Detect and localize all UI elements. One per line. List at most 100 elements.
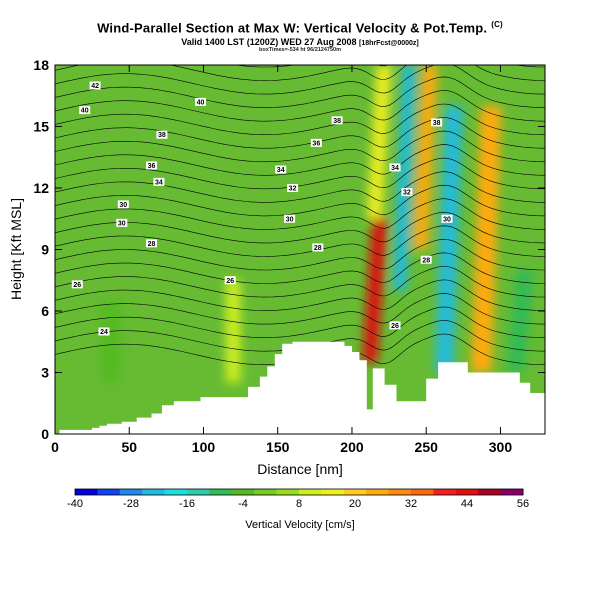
contour-label: 32 [401, 188, 413, 197]
contour-label: 26 [71, 280, 83, 289]
contour-label-bg [287, 184, 299, 192]
contour-label-text: 30 [118, 220, 126, 227]
colorbar-tick-label: 20 [349, 498, 361, 510]
y-tick-label: 6 [41, 303, 49, 319]
y-tick-label: 18 [33, 57, 49, 73]
contour-label-bg [117, 200, 129, 209]
contour-label-text: 26 [73, 282, 81, 289]
colorbar-swatch [321, 489, 345, 495]
contour-label-text: 28 [314, 245, 322, 252]
chart-title: Wind-Parallel Section at Max W: Vertical… [0, 20, 600, 35]
contour-label-text: 40 [197, 99, 205, 106]
theta-contour-line [55, 130, 545, 163]
contour-label: 38 [156, 130, 168, 139]
velocity-feature [225, 280, 241, 383]
contour-label: 34 [275, 165, 287, 174]
title-mark: (C) [491, 20, 503, 29]
contour-label-text: 28 [148, 241, 156, 248]
contour-label-bg [275, 165, 287, 174]
theta-contour-line [55, 157, 545, 190]
theta-contour-line [55, 225, 545, 257]
theta-contour-line [55, 306, 545, 338]
contour-label: 36 [146, 161, 158, 170]
velocity-field [55, 65, 545, 434]
contour-label-bg [224, 276, 236, 285]
colorbar-tick-label: -4 [238, 498, 248, 510]
contour-label-text: 30 [119, 202, 127, 209]
contour-label-text: 28 [422, 257, 430, 264]
y-tick-label: 9 [41, 242, 49, 258]
contour-label: 38 [331, 116, 343, 125]
contour-label: 26 [224, 276, 236, 285]
chart-id-line: boxTimes=-534 ht 96/2124750m [259, 47, 341, 53]
contour-label: 32 [287, 184, 299, 193]
y-tick-label: 15 [33, 119, 49, 135]
velocity-feature [470, 106, 502, 373]
theta-contour-line [55, 103, 545, 135]
contour-label-text: 40 [81, 108, 89, 115]
contour-label: 24 [98, 327, 110, 336]
colorbar-frame [74, 488, 524, 496]
contour-label-bg [441, 214, 453, 223]
theta-contour-line [55, 76, 545, 108]
contour-label-text: 34 [155, 179, 163, 186]
theta-contour-line [55, 211, 545, 244]
contour-label-bg [331, 116, 343, 125]
contour-label: 30 [117, 200, 129, 209]
colorbar-swatch [187, 489, 210, 495]
subtitle-small: [18hrFcst@0000z] [359, 40, 419, 47]
contour-label: 26 [389, 321, 401, 330]
colorbar-swatch [433, 489, 457, 495]
contour-label-bg [116, 218, 128, 227]
colorbar-swatch [500, 489, 524, 495]
contour-label-text: 42 [91, 83, 99, 90]
contour-label-bg [312, 243, 324, 252]
x-tick-label: 200 [340, 439, 364, 455]
colorbar-swatch [276, 489, 300, 495]
contour-label: 28 [420, 255, 432, 264]
x-axis: 0 50 100 150 200 250 300 [51, 65, 512, 455]
colorbar-tick-label: 8 [296, 498, 302, 510]
contour-label-bg [420, 255, 432, 264]
contour-label-bg [310, 138, 322, 147]
theta-contour-line [55, 65, 545, 81]
contour-label: 34 [153, 177, 165, 186]
contour-label-text: 38 [158, 132, 166, 139]
x-axis-title: Distance [nm] [257, 461, 343, 477]
theta-contour-line [55, 90, 545, 122]
colorbar-swatch [97, 489, 121, 495]
theta-contour-line [55, 117, 545, 149]
theta-contour-line [233, 65, 545, 68]
contour-label-bg [146, 161, 158, 170]
terrain-profile [55, 341, 545, 434]
contour-label: 40 [79, 106, 91, 115]
contour-label-text: 32 [289, 186, 297, 193]
colorbar-swatch [75, 489, 98, 495]
contour-label-text: 34 [391, 165, 399, 172]
contour-label-text: 30 [286, 216, 294, 223]
contour-label: 30 [116, 218, 128, 227]
contour-label-text: 30 [443, 216, 451, 223]
velocity-feature [362, 218, 388, 363]
contour-label: 34 [389, 163, 401, 172]
contour-label-text: 36 [148, 163, 156, 170]
x-tick-label: 100 [192, 439, 216, 455]
contour-label-text: 26 [391, 323, 399, 330]
colorbar-swatch [231, 489, 255, 495]
contour-label-bg [389, 163, 401, 172]
contour-label-bg [153, 177, 165, 186]
colorbar-swatch [254, 489, 278, 495]
contour-label-text: 24 [100, 329, 108, 336]
y-tick-label: 0 [41, 426, 49, 442]
contour-label: 28 [146, 239, 158, 248]
velocity-feature [435, 106, 463, 373]
contour-label-bg [89, 81, 101, 90]
colorbar-swatch [343, 489, 367, 495]
theta-contour-line [55, 238, 545, 271]
contour-label-text: 32 [403, 190, 411, 197]
terrain [55, 341, 545, 434]
theta-contour-line [55, 144, 545, 176]
theta-contour-line [55, 171, 545, 203]
contour-label-text: 36 [312, 140, 320, 147]
